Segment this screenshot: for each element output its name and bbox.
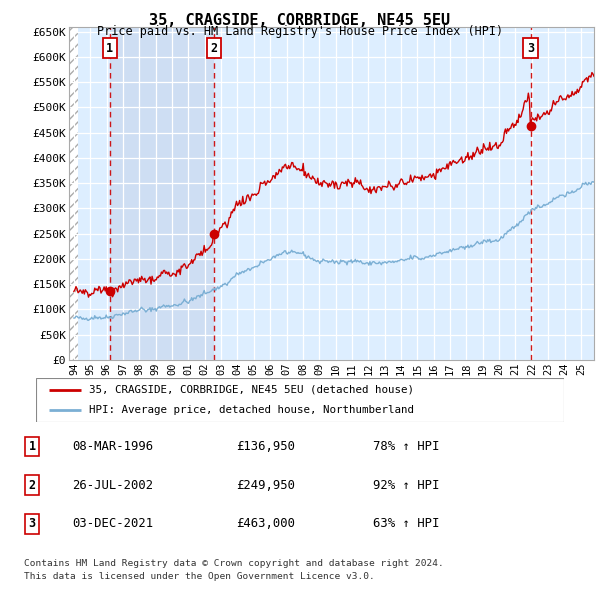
Text: £249,950: £249,950 — [236, 478, 295, 492]
Text: 26-JUL-2002: 26-JUL-2002 — [72, 478, 154, 492]
Text: 1: 1 — [106, 42, 113, 55]
Text: 35, CRAGSIDE, CORBRIDGE, NE45 5EU (detached house): 35, CRAGSIDE, CORBRIDGE, NE45 5EU (detac… — [89, 385, 414, 395]
Text: 08-MAR-1996: 08-MAR-1996 — [72, 440, 154, 453]
Text: 03-DEC-2021: 03-DEC-2021 — [72, 517, 154, 530]
Text: Price paid vs. HM Land Registry's House Price Index (HPI): Price paid vs. HM Land Registry's House … — [97, 25, 503, 38]
Text: This data is licensed under the Open Government Licence v3.0.: This data is licensed under the Open Gov… — [24, 572, 375, 581]
Text: 3: 3 — [29, 517, 36, 530]
Bar — [69, 27, 78, 360]
Bar — [110, 27, 214, 360]
Text: 92% ↑ HPI: 92% ↑ HPI — [373, 478, 440, 492]
Text: 2: 2 — [211, 42, 218, 55]
Text: 35, CRAGSIDE, CORBRIDGE, NE45 5EU: 35, CRAGSIDE, CORBRIDGE, NE45 5EU — [149, 13, 451, 28]
Text: 2: 2 — [29, 478, 36, 492]
Text: Contains HM Land Registry data © Crown copyright and database right 2024.: Contains HM Land Registry data © Crown c… — [24, 559, 444, 568]
Text: 78% ↑ HPI: 78% ↑ HPI — [373, 440, 440, 453]
Text: £136,950: £136,950 — [236, 440, 295, 453]
Text: 63% ↑ HPI: 63% ↑ HPI — [373, 517, 440, 530]
Text: 3: 3 — [527, 42, 534, 55]
Text: 1: 1 — [29, 440, 36, 453]
Text: HPI: Average price, detached house, Northumberland: HPI: Average price, detached house, Nort… — [89, 405, 414, 415]
Text: £463,000: £463,000 — [236, 517, 295, 530]
FancyBboxPatch shape — [36, 378, 564, 422]
